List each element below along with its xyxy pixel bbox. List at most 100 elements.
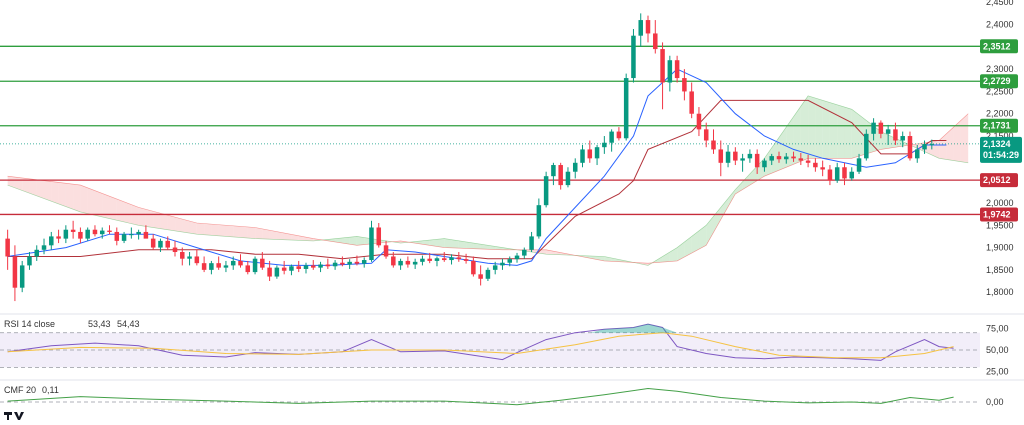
candle-body bbox=[471, 260, 476, 275]
candle-body bbox=[820, 167, 825, 170]
candle-body bbox=[500, 262, 505, 266]
kumo-cloud-segment bbox=[313, 238, 321, 241]
kumo-cloud-segment bbox=[829, 102, 838, 159]
candle-body bbox=[733, 151, 738, 161]
candle-body bbox=[514, 255, 520, 260]
kumo-cloud-segment bbox=[822, 100, 830, 159]
candle-body bbox=[849, 171, 855, 179]
price-axis-tick: 2,2500 bbox=[986, 86, 1014, 96]
candle-body bbox=[682, 78, 687, 92]
kumo-cloud-segment bbox=[167, 215, 176, 231]
kumo-cloud-segment bbox=[218, 224, 226, 237]
candle-body bbox=[78, 231, 83, 239]
candle-body bbox=[696, 113, 702, 130]
candle-body bbox=[63, 229, 69, 239]
kumo-cloud-segment bbox=[109, 196, 117, 221]
kumo-cloud-segment bbox=[189, 221, 197, 235]
candle-body bbox=[223, 265, 229, 268]
candle-body bbox=[784, 156, 789, 160]
candle-body bbox=[834, 167, 840, 181]
candle-body bbox=[522, 249, 527, 256]
rsi-line bbox=[7, 323, 954, 361]
kumo-cloud-segment bbox=[589, 255, 598, 260]
candle-body bbox=[34, 249, 40, 257]
candle-body bbox=[805, 160, 811, 163]
kumo-cloud-segment bbox=[29, 178, 37, 196]
rsi-axis-tick: 75,00 bbox=[986, 323, 1009, 333]
candle-body bbox=[332, 262, 338, 267]
candle-body bbox=[172, 247, 178, 253]
kumo-cloud-segment bbox=[451, 239, 459, 249]
kumo-cloud-segment bbox=[480, 244, 488, 250]
candle-body bbox=[412, 261, 418, 265]
cmf-line bbox=[7, 387, 954, 406]
countdown-label: 01:54:29 bbox=[983, 150, 1019, 160]
candle-body bbox=[776, 156, 782, 160]
rsi-axis-tick: 50,00 bbox=[986, 345, 1009, 355]
candle-body bbox=[56, 236, 61, 239]
kumo-cloud-segment bbox=[94, 190, 103, 217]
kumo-cloud-segment bbox=[778, 127, 787, 171]
candle-body bbox=[907, 136, 913, 159]
cmf-header-value: 0,11 bbox=[42, 385, 59, 395]
candle-body bbox=[492, 265, 498, 270]
kumo-cloud-segment bbox=[22, 177, 30, 194]
candle-body bbox=[441, 258, 447, 261]
kumo-cloud-segment bbox=[255, 227, 263, 239]
candle-body bbox=[289, 266, 294, 271]
candle-body bbox=[856, 158, 862, 172]
kumo-cloud-segment bbox=[342, 237, 350, 245]
candle-body bbox=[281, 267, 287, 271]
candle-body bbox=[245, 265, 251, 273]
candle-body bbox=[660, 49, 665, 83]
price-axis-tick: 2,3000 bbox=[986, 64, 1014, 74]
kumo-cloud-segment bbox=[87, 187, 95, 216]
candle-body bbox=[405, 260, 411, 265]
candle-body bbox=[165, 240, 170, 248]
kumo-cloud-segment bbox=[335, 237, 343, 244]
kumo-cloud-segment bbox=[466, 241, 474, 249]
candle-body bbox=[478, 274, 483, 279]
kumo-cloud-segment bbox=[225, 225, 234, 237]
cmf-axis-tick: 0,00 bbox=[986, 397, 1004, 407]
kumo-cloud-segment bbox=[706, 216, 714, 246]
kumo-cloud-segment bbox=[786, 116, 794, 168]
kumo-cloud-segment bbox=[713, 207, 721, 233]
kumo-cloud-segment bbox=[211, 224, 219, 236]
kumo-cloud-segment bbox=[946, 127, 954, 161]
candle-body bbox=[456, 257, 462, 260]
kumo-cloud-segment bbox=[800, 95, 809, 162]
candle-body bbox=[842, 167, 847, 179]
candle-body bbox=[580, 149, 585, 163]
kumo-cloud-segment bbox=[880, 131, 889, 150]
level-tag-bg bbox=[980, 39, 1018, 54]
candle-body bbox=[551, 165, 556, 177]
kumo-cloud-segment bbox=[269, 230, 277, 240]
candle-body bbox=[260, 258, 265, 268]
kumo-cloud-segment bbox=[735, 181, 743, 195]
candle-body bbox=[536, 205, 542, 237]
rsi-header-value: 53,43 bbox=[88, 319, 111, 329]
candle-body bbox=[391, 256, 396, 266]
candle-body bbox=[420, 258, 425, 262]
kumo-cloud-segment bbox=[844, 107, 852, 159]
candle-body bbox=[150, 238, 156, 248]
cmf-header-name: CMF 20 bbox=[4, 385, 36, 395]
kumo-cloud-segment bbox=[102, 193, 110, 219]
candle-body bbox=[434, 258, 440, 261]
kumo-cloud-segment bbox=[662, 252, 670, 263]
candle-body bbox=[354, 261, 360, 264]
candle-body bbox=[747, 153, 753, 159]
candle-body bbox=[893, 129, 898, 141]
candle-body bbox=[121, 234, 127, 241]
kumo-cloud-segment bbox=[429, 239, 437, 247]
kumo-cloud-segment bbox=[36, 179, 45, 199]
kumo-cloud-segment bbox=[276, 231, 285, 240]
price-axis-tick: 1,9500 bbox=[986, 220, 1014, 230]
candle-body bbox=[129, 234, 134, 236]
kumo-cloud-segment bbox=[953, 120, 961, 162]
senkou-span-a bbox=[7, 95, 969, 266]
kumo-cloud-segment bbox=[495, 246, 503, 250]
kumo-cloud-segment bbox=[262, 228, 270, 240]
